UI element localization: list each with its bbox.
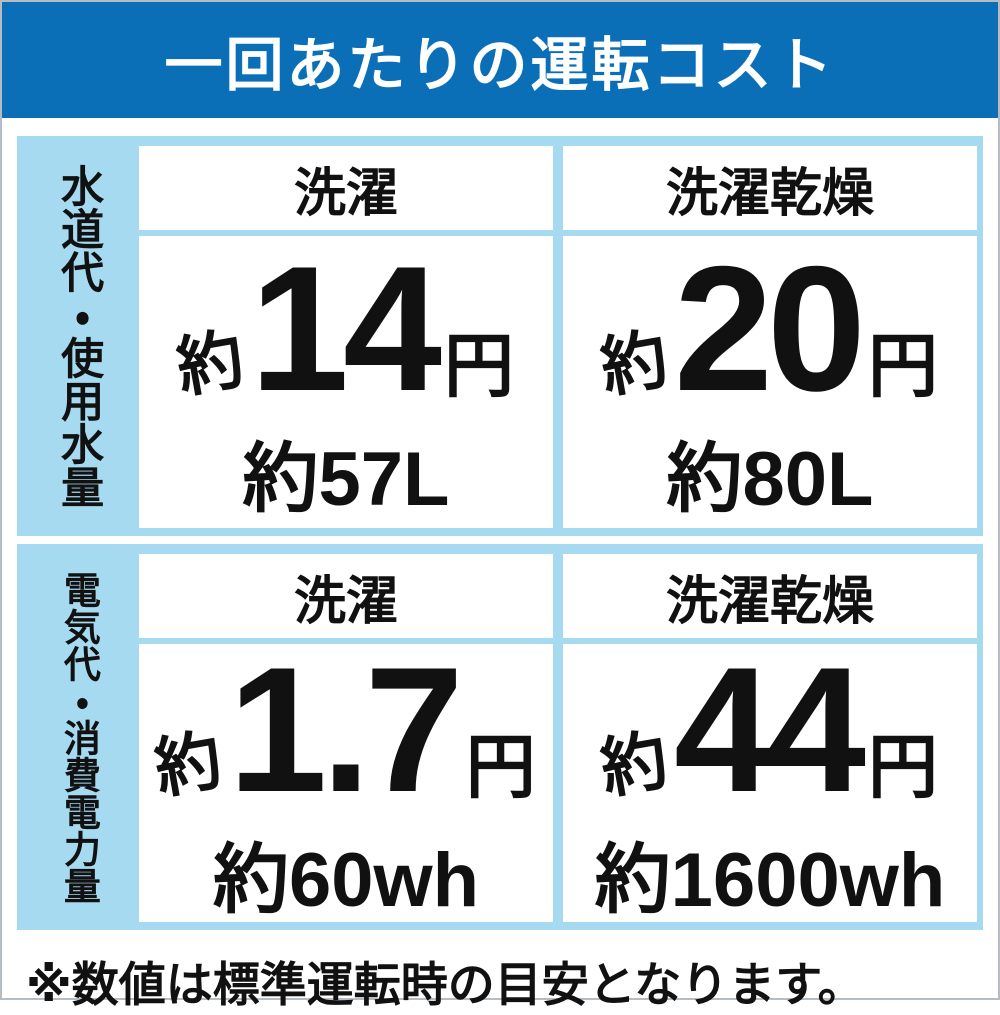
electric-wash-value-cell: 約 1.7 円 約60wh xyxy=(139,644,553,922)
yen-unit: 円 xyxy=(465,728,536,806)
section-water-cost: 水道代・使用水量 洗濯 洗濯乾燥 約 14 円 約57L 約 20 円 約80L xyxy=(17,136,983,536)
yen-unit: 円 xyxy=(444,327,514,405)
footnote: ※数値は標準運転時の目安となります。 xyxy=(26,958,865,1011)
water-wash-column-header: 洗濯 xyxy=(139,146,553,230)
water-washdry-usage: 約80L xyxy=(666,437,874,522)
electric-washdry-usage: 約1600wh xyxy=(594,838,946,922)
cost-value: 14 xyxy=(250,236,442,428)
approx-prefix: 約 xyxy=(149,721,228,807)
water-row-label: 水道代・使用水量 xyxy=(54,164,103,508)
page-title: 一回あたりの運転コスト xyxy=(164,33,836,98)
approx-prefix: 約 xyxy=(595,721,674,807)
electric-row-label: 電気代・消費電力量 xyxy=(58,570,100,904)
electric-wash-cost: 約 1.7 円 xyxy=(150,644,536,829)
electric-washdry-value-cell: 約 44 円 約1600wh xyxy=(563,644,977,922)
electric-wash-usage: 約60wh xyxy=(212,838,480,922)
section-electric-cost: 電気代・消費電力量 洗濯 洗濯乾燥 約 1.7 円 約60wh 約 44 円 約… xyxy=(17,544,983,930)
water-washdry-cost: 約 20 円 xyxy=(595,236,938,428)
header-banner: 一回あたりの運転コスト xyxy=(2,2,998,118)
yen-unit: 円 xyxy=(868,728,938,806)
water-wash-cost: 約 14 円 xyxy=(171,236,514,428)
electric-washdry-cost: 約 44 円 xyxy=(595,644,938,829)
cost-value: 20 xyxy=(674,236,866,428)
approx-prefix: 約 xyxy=(595,320,674,406)
cost-value: 1.7 xyxy=(228,644,463,829)
water-table: 洗濯 洗濯乾燥 約 14 円 約57L 約 20 円 約80L xyxy=(139,136,983,536)
cost-value: 44 xyxy=(674,644,866,829)
electric-washdry-column-header: 洗濯乾燥 xyxy=(563,554,977,638)
water-wash-usage: 約57L xyxy=(242,437,450,522)
electric-row-header: 電気代・消費電力量 xyxy=(17,544,139,930)
electric-wash-column-header: 洗濯 xyxy=(139,554,553,638)
water-washdry-value-cell: 約 20 円 約80L xyxy=(563,236,977,528)
water-washdry-column-header: 洗濯乾燥 xyxy=(563,146,977,230)
approx-prefix: 約 xyxy=(171,320,250,406)
water-row-header: 水道代・使用水量 xyxy=(17,136,139,536)
water-wash-value-cell: 約 14 円 約57L xyxy=(139,236,553,528)
yen-unit: 円 xyxy=(868,327,938,405)
electric-table: 洗濯 洗濯乾燥 約 1.7 円 約60wh 約 44 円 約1600wh xyxy=(139,544,983,930)
